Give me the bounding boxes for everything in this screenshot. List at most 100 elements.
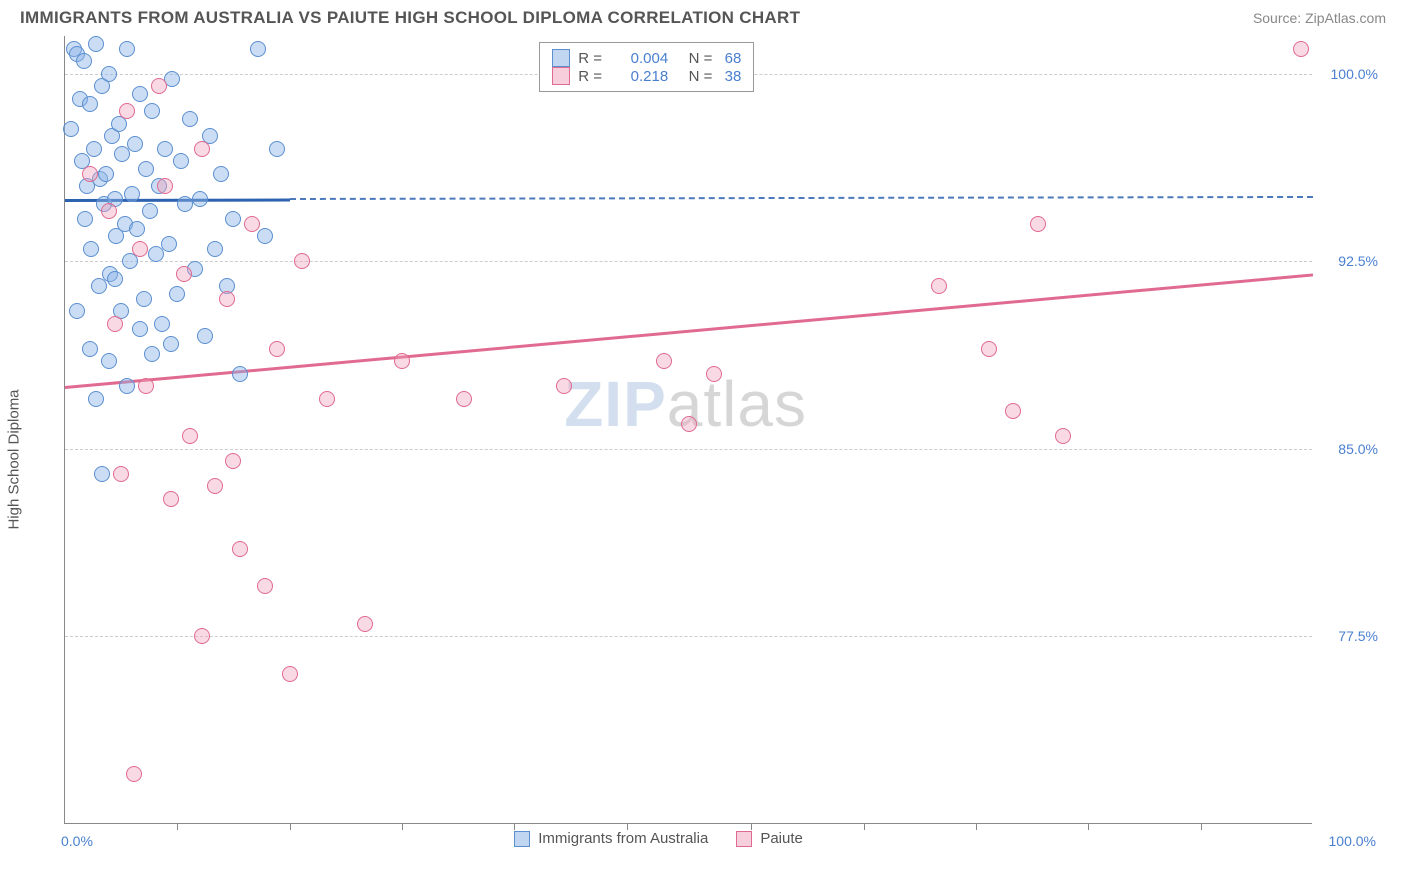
data-point	[83, 241, 99, 257]
trend-line	[65, 274, 1313, 390]
data-point	[981, 341, 997, 357]
source-label: Source: ZipAtlas.com	[1253, 10, 1386, 26]
x-axis-min-label: 0.0%	[61, 833, 93, 849]
data-point	[232, 366, 248, 382]
legend-box: R = 0.004 N = 68R = 0.218 N = 38	[539, 42, 754, 92]
data-point	[931, 278, 947, 294]
data-point	[1005, 403, 1021, 419]
data-point	[169, 286, 185, 302]
data-point	[144, 103, 160, 119]
plot-area: 100.0%92.5%85.0%77.5%0.0%100.0%ZIPatlasR…	[64, 36, 1312, 824]
x-tick	[627, 823, 628, 830]
data-point	[144, 346, 160, 362]
legend-swatch	[552, 67, 570, 85]
data-point	[269, 341, 285, 357]
data-point	[357, 616, 373, 632]
data-point	[126, 766, 142, 782]
data-point	[182, 111, 198, 127]
data-point	[157, 141, 173, 157]
data-point	[119, 41, 135, 57]
data-point	[269, 141, 285, 157]
y-tick-label: 100.0%	[1318, 66, 1378, 82]
data-point	[107, 271, 123, 287]
data-point	[244, 216, 260, 232]
data-point	[132, 321, 148, 337]
data-point	[219, 291, 235, 307]
data-point	[94, 466, 110, 482]
data-point	[213, 166, 229, 182]
data-point	[456, 391, 472, 407]
x-tick	[1201, 823, 1202, 830]
data-point	[154, 316, 170, 332]
data-point	[207, 241, 223, 257]
chart-container: High School Diploma 100.0%92.5%85.0%77.5…	[20, 36, 1386, 866]
x-axis-max-label: 100.0%	[1329, 833, 1376, 849]
data-point	[207, 478, 223, 494]
y-tick-label: 92.5%	[1318, 253, 1378, 269]
gridline	[65, 261, 1312, 262]
data-point	[82, 341, 98, 357]
data-point	[194, 628, 210, 644]
x-tick	[290, 823, 291, 830]
legend-swatch	[514, 831, 530, 847]
data-point	[98, 166, 114, 182]
data-point	[556, 378, 572, 394]
data-point	[232, 541, 248, 557]
data-point	[257, 578, 273, 594]
data-point	[88, 391, 104, 407]
legend-row: R = 0.218 N = 38	[552, 67, 741, 85]
data-point	[101, 353, 117, 369]
data-point	[69, 303, 85, 319]
data-point	[127, 136, 143, 152]
x-tick	[177, 823, 178, 830]
data-point	[173, 153, 189, 169]
y-axis-label: High School Diploma	[6, 389, 23, 529]
data-point	[182, 428, 198, 444]
data-point	[294, 253, 310, 269]
data-point	[63, 121, 79, 137]
data-point	[161, 236, 177, 252]
y-tick-label: 85.0%	[1318, 441, 1378, 457]
data-point	[132, 86, 148, 102]
data-point	[119, 378, 135, 394]
data-point	[192, 191, 208, 207]
data-point	[76, 53, 92, 69]
data-point	[113, 466, 129, 482]
data-point	[225, 211, 241, 227]
legend-swatch	[736, 831, 752, 847]
data-point	[1293, 41, 1309, 57]
data-point	[1030, 216, 1046, 232]
data-point	[394, 353, 410, 369]
data-point	[282, 666, 298, 682]
x-tick	[864, 823, 865, 830]
data-point	[177, 196, 193, 212]
x-tick	[514, 823, 515, 830]
data-point	[77, 211, 93, 227]
y-tick-label: 77.5%	[1318, 628, 1378, 644]
data-point	[91, 278, 107, 294]
data-point	[82, 96, 98, 112]
x-tick	[402, 823, 403, 830]
trend-line-dashed	[290, 196, 1313, 200]
data-point	[1055, 428, 1071, 444]
x-tick	[751, 823, 752, 830]
data-point	[176, 266, 192, 282]
x-tick	[976, 823, 977, 830]
data-point	[86, 141, 102, 157]
x-tick	[1088, 823, 1089, 830]
data-point	[138, 378, 154, 394]
data-point	[157, 178, 173, 194]
chart-title: IMMIGRANTS FROM AUSTRALIA VS PAIUTE HIGH…	[20, 8, 800, 28]
data-point	[257, 228, 273, 244]
data-point	[138, 161, 154, 177]
data-point	[107, 316, 123, 332]
legend-swatch	[552, 49, 570, 67]
data-point	[119, 103, 135, 119]
data-point	[129, 221, 145, 237]
legend-row: R = 0.004 N = 68	[552, 49, 741, 67]
bottom-legend: Immigrants from AustraliaPaiute	[514, 830, 803, 847]
data-point	[681, 416, 697, 432]
bottom-legend-item: Immigrants from Australia	[514, 830, 708, 847]
data-point	[101, 203, 117, 219]
data-point	[151, 78, 167, 94]
